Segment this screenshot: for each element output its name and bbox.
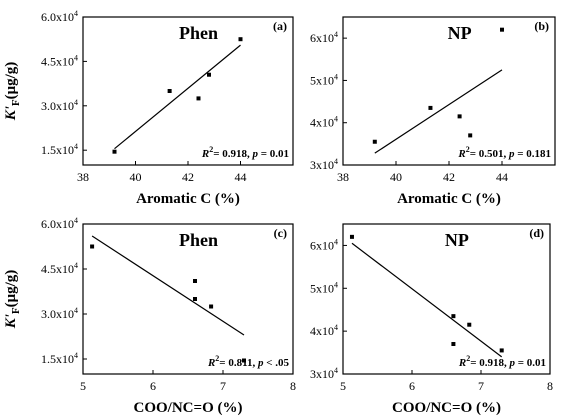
data-point <box>457 114 462 119</box>
panel-tag: (a) <box>273 19 287 33</box>
x-tick-label: 40 <box>130 170 142 184</box>
panel-title: NP <box>448 23 472 43</box>
trend-line <box>374 69 503 154</box>
x-tick-label: 5 <box>340 379 346 393</box>
x-tick-label: 42 <box>443 170 455 184</box>
data-point <box>90 244 95 249</box>
data-point <box>238 37 243 42</box>
x-tick-label: 6 <box>409 379 415 393</box>
panel-2: 38 40 42 44 3x104 4x104 5x104 6x104 NP (b) R2= 0.5… <box>310 16 556 207</box>
fit-annotation: R2= 0.501, p = 0.181 <box>457 145 551 160</box>
data-point <box>451 342 456 346</box>
x-tick-label: 44 <box>235 170 247 184</box>
fit-annotation: R2= 0.918, p = 0.01 <box>201 145 289 160</box>
x-tick-label: 5 <box>80 379 86 393</box>
panel-3: 5 6 7 8 1.5x104 3.0x104 4.5x104 6.0x104 Phen (c) R… <box>3 216 296 416</box>
y-tick-label: 3x104 <box>310 157 338 172</box>
x-tick-label: 44 <box>496 170 508 184</box>
x-axis-label: Aromatic C (%) <box>397 191 501 207</box>
y-tick-label: 5x104 <box>310 72 338 87</box>
x-tick-label: 7 <box>478 379 484 393</box>
panel-tag: (c) <box>274 226 287 240</box>
x-tick-label: 8 <box>290 379 296 393</box>
data-point <box>193 297 197 301</box>
data-point <box>428 105 433 110</box>
panel-title: Phen <box>179 23 218 43</box>
y-tick-label: 1.5x104 <box>41 351 78 366</box>
y-tick-label: 4.5x104 <box>41 53 78 68</box>
y-tick-label: 1.5x104 <box>41 142 78 157</box>
y-tick-label: 6.0x104 <box>41 9 78 24</box>
data-point <box>167 89 172 93</box>
y-tick-label: 4.5x104 <box>41 261 78 276</box>
y-tick-label: 5x104 <box>310 280 338 295</box>
y-axis-label: K'F(μg/g) <box>3 62 22 122</box>
panel-tag: (d) <box>529 226 544 240</box>
trend-line <box>91 235 245 336</box>
y-axis-label: K'F(μg/g) <box>3 270 22 330</box>
panel-tag: (b) <box>534 19 549 33</box>
data-point <box>207 72 211 77</box>
panel-1: 38 40 42 44 1.5x104 3.0x104 4.5x104 6.0x104 Phen… <box>3 9 294 207</box>
data-point <box>467 322 472 327</box>
panel-title: NP <box>445 230 469 250</box>
data-point <box>112 149 117 154</box>
data-point <box>451 314 456 319</box>
data-point <box>242 358 246 363</box>
panel-title: Phen <box>179 230 218 250</box>
data-point <box>499 348 504 353</box>
y-tick-label: 6.0x104 <box>41 216 78 231</box>
x-tick-label: 6 <box>150 379 156 393</box>
x-tick-label: 40 <box>390 170 402 184</box>
fit-annotation: R2= 0.918, p = 0.01 <box>458 354 546 369</box>
data-point <box>193 279 197 283</box>
x-tick-label: 8 <box>547 379 553 393</box>
x-axis-label: COO/NC=O (%) <box>392 400 501 416</box>
trend-line <box>114 44 241 150</box>
panel-4: 5 6 7 8 3x104 4x104 5x104 6x104 NP (d) R2= 0.918, … <box>310 223 553 416</box>
data-point <box>500 27 504 32</box>
y-tick-label: 3.0x104 <box>41 98 78 113</box>
y-tick-label: 3.0x104 <box>41 306 78 321</box>
fit-annotation: R2= 0.811, p < .05 <box>207 354 290 369</box>
y-tick-label: 4x104 <box>310 115 338 130</box>
data-point <box>196 96 201 101</box>
plot-frame <box>342 223 551 375</box>
data-point <box>349 234 354 239</box>
data-point <box>468 133 473 138</box>
data-point <box>372 139 377 144</box>
trend-line <box>351 242 503 358</box>
x-axis-label: Aromatic C (%) <box>136 191 240 207</box>
y-tick-label: 4x104 <box>310 323 338 338</box>
x-tick-label: 38 <box>77 170 89 184</box>
y-tick-label: 6x104 <box>310 237 338 252</box>
y-tick-label: 6x104 <box>310 30 338 45</box>
x-tick-label: 38 <box>337 170 349 184</box>
x-tick-label: 7 <box>220 379 226 393</box>
data-point <box>209 304 214 309</box>
y-tick-label: 3x104 <box>310 366 338 381</box>
x-tick-label: 42 <box>182 170 194 184</box>
plot-frame <box>82 223 294 375</box>
x-axis-label: COO/NC=O (%) <box>134 400 243 416</box>
